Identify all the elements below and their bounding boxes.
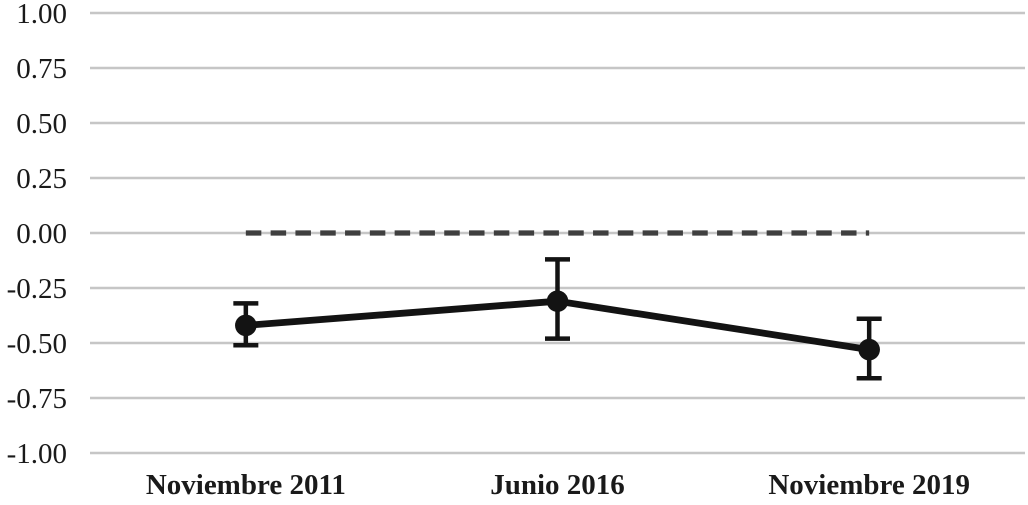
y-tick-label: 0.75 xyxy=(16,53,67,85)
y-tick-label: 0.25 xyxy=(16,163,67,195)
y-tick-label: -0.75 xyxy=(7,383,67,415)
x-axis-category-labels: Noviembre 2011 Junio 2016 Noviembre 2019 xyxy=(146,469,970,501)
x-category-label: Noviembre 2019 xyxy=(768,469,970,501)
x-category-label: Junio 2016 xyxy=(490,469,625,501)
y-tick-label: 1.00 xyxy=(16,0,67,30)
data-point-marker xyxy=(235,314,257,337)
y-tick-label: -0.25 xyxy=(7,273,67,305)
data-point-marker xyxy=(858,338,880,361)
data-point-markers xyxy=(235,290,880,361)
y-tick-label: -1.00 xyxy=(7,438,67,470)
y-tick-label: -0.50 xyxy=(7,328,67,360)
data-point-marker xyxy=(546,290,569,313)
x-category-label: Noviembre 2011 xyxy=(146,469,346,501)
y-tick-label: 0.50 xyxy=(16,108,67,140)
y-axis-tick-labels: 1.00 0.75 0.50 0.25 0.00 -0.25 -0.50 -0.75 -1.00 xyxy=(7,0,67,470)
y-tick-label: 0.00 xyxy=(16,218,67,250)
